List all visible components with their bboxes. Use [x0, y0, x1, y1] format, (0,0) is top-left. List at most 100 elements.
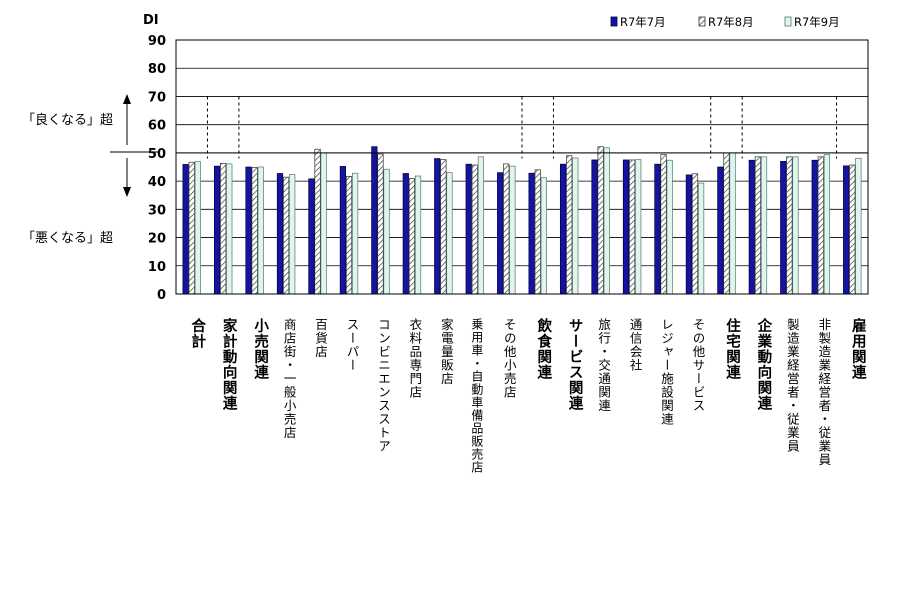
- legend-swatch-r7-jul: [610, 16, 618, 27]
- y-tick-label: 20: [148, 232, 166, 247]
- bar-r7-jul: [371, 146, 378, 295]
- bar-r7-jul: [717, 166, 724, 295]
- bar-r7-aug: [188, 161, 195, 295]
- bar-r7-aug: [754, 156, 762, 295]
- bar-r7-jul: [402, 173, 409, 295]
- bar-r7-aug: [377, 153, 384, 295]
- bar-r7-jul: [811, 159, 818, 295]
- bar-r7-aug: [691, 173, 699, 295]
- category-label: 製造業経営者・従業員: [784, 318, 800, 453]
- legend: R7年7月 R7年8月 R7年9月: [610, 15, 840, 29]
- category-label: スーパー: [344, 318, 360, 372]
- category-label: レジャー施設関連: [659, 318, 675, 426]
- bar-r7-aug: [345, 175, 353, 295]
- bar-r7-jul: [685, 174, 693, 295]
- y-tick-label: 80: [148, 62, 166, 77]
- bar-r7-sep: [823, 154, 831, 295]
- category-label: その他サービス: [690, 318, 706, 413]
- y-tick-label: 0: [157, 288, 166, 303]
- bar-r7-sep: [352, 172, 359, 295]
- bar-r7-jul: [780, 161, 787, 295]
- bar-r7-aug: [534, 169, 541, 295]
- bar-r7-aug: [597, 146, 604, 295]
- bar-r7-aug: [786, 156, 793, 295]
- bar-r7-sep: [635, 159, 642, 295]
- bar-r7-sep: [792, 156, 799, 295]
- category-label: その他小売店: [501, 318, 517, 399]
- legend-label-r7-aug: R7年8月: [708, 15, 754, 29]
- bar-r7-jul: [559, 163, 567, 295]
- bar-r7-jul: [308, 178, 315, 295]
- annotation-below: 「悪くなる」超: [22, 231, 113, 246]
- bar-r7-sep: [320, 152, 327, 295]
- category-label: 住宅関連: [723, 318, 740, 380]
- bar-r7-aug: [314, 148, 321, 295]
- bar-r7-aug: [817, 156, 824, 295]
- bar-r7-jul: [276, 173, 284, 295]
- category-label: 飲食関連: [535, 318, 552, 380]
- bar-r7-sep: [414, 175, 422, 295]
- group-dividers: [206, 96, 838, 159]
- bar-r7-jul: [622, 159, 630, 295]
- bar-r7-jul: [843, 165, 850, 295]
- y-tick-label: 90: [148, 34, 166, 49]
- bar-r7-sep: [194, 161, 201, 295]
- bar-r7-sep: [257, 166, 264, 295]
- bar-r7-sep: [477, 156, 485, 295]
- bar-r7-jul: [528, 172, 535, 295]
- bar-r7-sep: [760, 156, 768, 295]
- bar-r7-aug: [440, 159, 447, 295]
- bar-r7-sep: [697, 182, 705, 295]
- bar-r7-sep: [572, 157, 579, 295]
- plot-area-frame: [175, 39, 869, 295]
- bar-r7-sep: [509, 165, 516, 295]
- annotation-above: 「良くなる」超: [22, 112, 113, 128]
- bar-r7-jul: [434, 158, 441, 295]
- category-label: 百貨店: [313, 318, 329, 359]
- category-label: 乗用車・自動車備品販売店: [469, 318, 484, 474]
- bar-r7-aug: [282, 176, 290, 295]
- bar-r7-jul: [497, 172, 504, 295]
- bar-r7-sep: [289, 174, 296, 295]
- category-label: 小売関連: [252, 318, 269, 380]
- y-tick-label: 50: [148, 147, 166, 162]
- bar-r7-aug: [220, 162, 227, 295]
- bar-r7-aug: [503, 163, 510, 295]
- y-tick-label: 40: [148, 175, 166, 190]
- bar-r7-sep: [666, 159, 673, 295]
- bar-r7-jul: [654, 163, 661, 295]
- bars: [176, 146, 868, 295]
- bar-r7-jul: [213, 165, 221, 295]
- bar-r7-aug: [660, 154, 667, 295]
- bar-r7-aug: [251, 167, 258, 295]
- y-tick-label: 70: [148, 90, 166, 105]
- bar-r7-sep: [855, 157, 862, 295]
- bar-r7-aug: [849, 164, 856, 295]
- bar-r7-aug: [628, 159, 636, 295]
- bar-r7-sep: [383, 168, 390, 295]
- category-label: 商店街・一般小売店: [281, 318, 297, 440]
- category-label: 旅行・交通関連: [596, 318, 612, 413]
- legend-swatch-r7-sep: [784, 16, 792, 27]
- bar-r7-sep: [729, 152, 736, 295]
- legend-label-r7-jul: R7年7月: [620, 15, 666, 29]
- category-label: サービス関連: [566, 318, 583, 411]
- bar-r7-sep: [540, 177, 547, 295]
- bar-r7-jul: [245, 166, 252, 295]
- y-tick-label: 10: [148, 260, 166, 275]
- bar-r7-jul: [182, 164, 189, 295]
- annotation-arrows: [110, 94, 160, 197]
- y-tick-label: 60: [148, 119, 166, 134]
- category-label: 通信会社: [627, 318, 643, 372]
- bar-r7-aug: [723, 152, 730, 295]
- bar-r7-aug: [471, 164, 478, 295]
- bar-r7-jul: [339, 166, 346, 295]
- bar-r7-jul: [748, 159, 755, 295]
- y-axis-label: DI: [143, 13, 159, 28]
- legend-swatch-r7-aug: [698, 16, 706, 27]
- bar-r7-sep: [446, 172, 453, 295]
- category-label: 合計: [189, 318, 206, 349]
- category-label: コンビニエンスストア: [375, 318, 391, 453]
- y-tick-label: 30: [148, 203, 166, 218]
